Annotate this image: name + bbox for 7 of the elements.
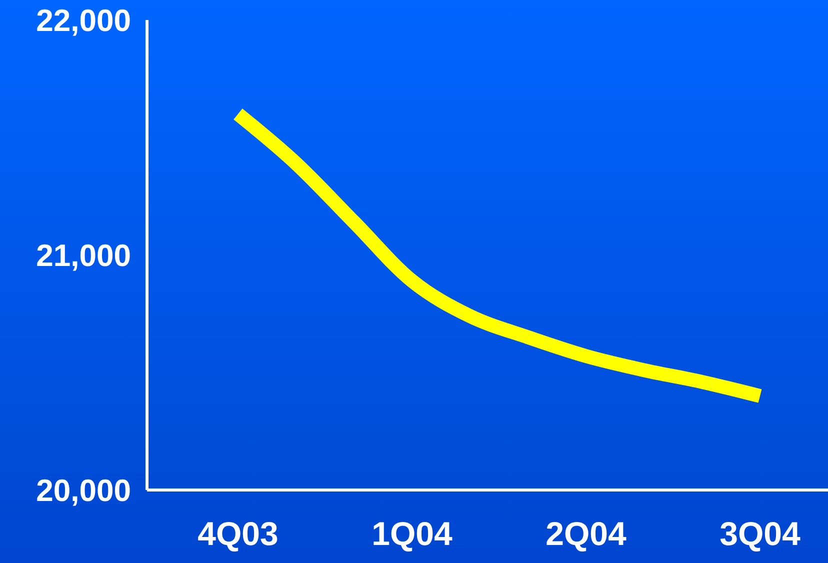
- x-tick-label: 2Q04: [546, 515, 628, 552]
- y-tick-label: 20,000: [36, 472, 131, 508]
- x-tick-label: 3Q04: [720, 515, 802, 552]
- x-tick-label: 1Q04: [372, 515, 454, 552]
- y-tick-label: 21,000: [36, 238, 131, 273]
- x-tick-label: 4Q03: [198, 515, 278, 552]
- y-tick-label: 22,000: [36, 2, 131, 38]
